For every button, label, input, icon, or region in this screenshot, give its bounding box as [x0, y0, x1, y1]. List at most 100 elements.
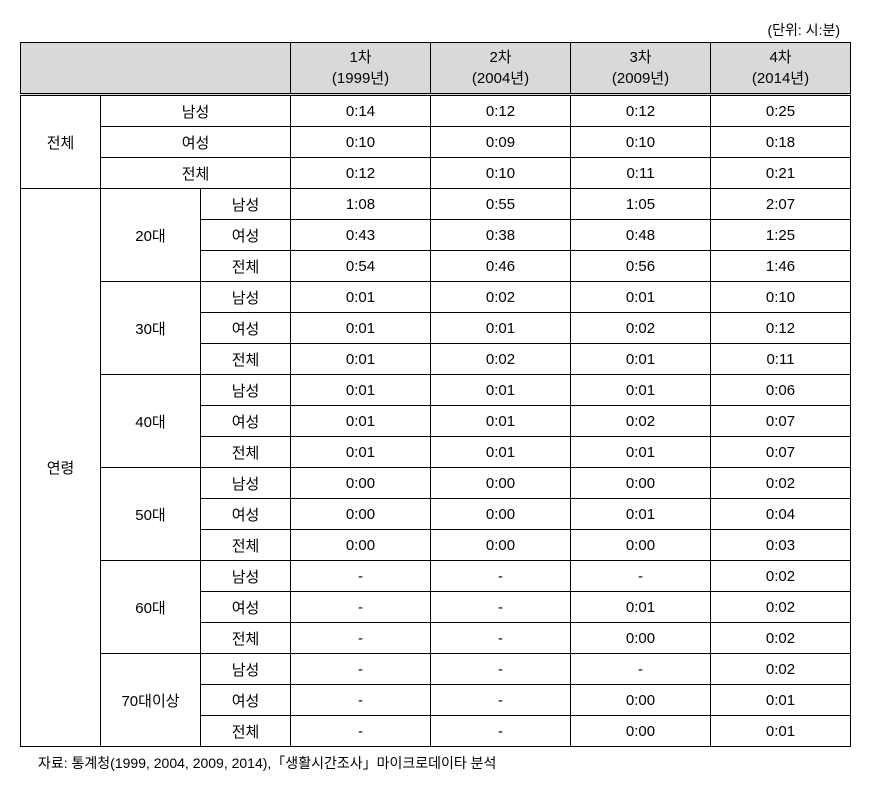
cell: 0:12	[571, 95, 711, 127]
row-label: 전체	[201, 716, 291, 747]
cell: 0:00	[291, 530, 431, 561]
agegroup-40: 40대	[101, 375, 201, 468]
cell: -	[291, 654, 431, 685]
row-label: 남성	[201, 561, 291, 592]
row-label: 여성	[201, 592, 291, 623]
cell: 0:02	[711, 623, 851, 654]
cell: -	[291, 685, 431, 716]
cell: 0:54	[291, 251, 431, 282]
cell: 0:01	[291, 375, 431, 406]
cell: -	[431, 685, 571, 716]
cell: 0:18	[711, 127, 851, 158]
cell: 0:00	[571, 530, 711, 561]
cell: -	[431, 654, 571, 685]
cell: -	[291, 716, 431, 747]
cell: 0:00	[431, 499, 571, 530]
row-label: 전체	[101, 158, 291, 189]
agegroup-20: 20대	[101, 189, 201, 282]
row-label: 여성	[201, 685, 291, 716]
header-col2: 2차 (2004년)	[431, 43, 571, 95]
cell: 0:00	[571, 716, 711, 747]
cell: 0:01	[571, 592, 711, 623]
cell: 0:02	[711, 592, 851, 623]
cell: -	[431, 716, 571, 747]
cell: 0:25	[711, 95, 851, 127]
agegroup-30: 30대	[101, 282, 201, 375]
cell: 0:00	[291, 468, 431, 499]
cell: 0:00	[571, 468, 711, 499]
cell: 0:01	[571, 375, 711, 406]
cell: -	[291, 592, 431, 623]
cell: 0:00	[431, 468, 571, 499]
row-label: 남성	[101, 95, 291, 127]
cell: -	[431, 592, 571, 623]
cell: 0:01	[431, 375, 571, 406]
cell: 1:05	[571, 189, 711, 220]
cell: 0:00	[291, 499, 431, 530]
cell: 0:00	[571, 685, 711, 716]
cell: 0:55	[431, 189, 571, 220]
unit-label: (단위: 시:분)	[20, 20, 840, 40]
row-label: 여성	[201, 406, 291, 437]
header-col3: 3차 (2009년)	[571, 43, 711, 95]
data-table: 1차 (1999년) 2차 (2004년) 3차 (2009년) 4차 (201…	[20, 42, 851, 747]
cell: 0:01	[291, 282, 431, 313]
cell: -	[571, 561, 711, 592]
row-label: 여성	[201, 499, 291, 530]
cell: 0:01	[711, 716, 851, 747]
cell: -	[291, 623, 431, 654]
cell: 0:02	[431, 282, 571, 313]
row-label: 전체	[201, 251, 291, 282]
source-note: 자료: 통계청(1999, 2004, 2009, 2014),「생활시간조사」…	[38, 753, 850, 773]
row-label: 남성	[201, 375, 291, 406]
cell: -	[291, 561, 431, 592]
row-label: 남성	[201, 468, 291, 499]
cell: 1:08	[291, 189, 431, 220]
cell: 0:06	[711, 375, 851, 406]
row-label: 여성	[101, 127, 291, 158]
cell: 0:43	[291, 220, 431, 251]
row-label: 전체	[201, 437, 291, 468]
cell: 0:01	[291, 313, 431, 344]
cell: 0:02	[711, 561, 851, 592]
cell: 0:01	[431, 437, 571, 468]
cell: 0:01	[291, 437, 431, 468]
cell: 0:02	[711, 654, 851, 685]
header-col1: 1차 (1999년)	[291, 43, 431, 95]
cell: -	[431, 623, 571, 654]
cell: -	[431, 561, 571, 592]
cell: 0:12	[291, 158, 431, 189]
cell: 0:01	[571, 344, 711, 375]
cell: 0:02	[571, 406, 711, 437]
cell: 0:10	[571, 127, 711, 158]
cell: 0:10	[711, 282, 851, 313]
cell: 0:07	[711, 406, 851, 437]
rowgroup-overall: 전체	[21, 95, 101, 189]
cell: 0:01	[291, 406, 431, 437]
cell: 0:21	[711, 158, 851, 189]
row-label: 전체	[201, 344, 291, 375]
cell: 0:02	[571, 313, 711, 344]
row-label: 여성	[201, 313, 291, 344]
cell: 0:01	[571, 499, 711, 530]
cell: -	[571, 654, 711, 685]
row-label: 전체	[201, 623, 291, 654]
cell: 0:02	[711, 468, 851, 499]
cell: 0:10	[291, 127, 431, 158]
cell: 0:11	[571, 158, 711, 189]
cell: 1:46	[711, 251, 851, 282]
header-col4: 4차 (2014년)	[711, 43, 851, 95]
row-label: 남성	[201, 654, 291, 685]
cell: 0:04	[711, 499, 851, 530]
cell: 0:46	[431, 251, 571, 282]
cell: 1:25	[711, 220, 851, 251]
cell: 0:48	[571, 220, 711, 251]
cell: 0:56	[571, 251, 711, 282]
cell: 0:00	[571, 623, 711, 654]
cell: 0:11	[711, 344, 851, 375]
cell: 0:38	[431, 220, 571, 251]
cell: 0:00	[431, 530, 571, 561]
cell: 0:07	[711, 437, 851, 468]
cell: 0:12	[431, 95, 571, 127]
cell: 0:12	[711, 313, 851, 344]
